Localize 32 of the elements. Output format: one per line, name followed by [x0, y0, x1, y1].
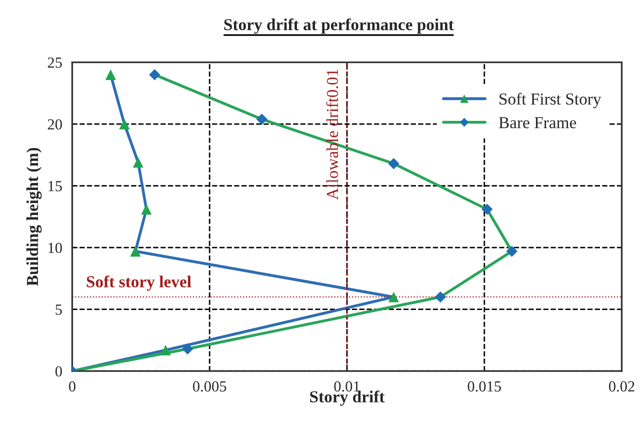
point [388, 158, 400, 170]
point [182, 343, 194, 354]
ref-line-label: Soft story level [86, 275, 192, 291]
point [105, 69, 116, 80]
x-tick-label: 0 [68, 381, 76, 392]
x-axis-title: Story drift [310, 390, 385, 406]
y-axis-title: Building height (m) [26, 148, 42, 286]
x-tick-label: 0.005 [192, 381, 226, 392]
point [160, 344, 171, 356]
point [388, 292, 399, 302]
legend-label: Bare Frame [498, 117, 576, 128]
point [149, 69, 160, 80]
point [141, 204, 152, 215]
y-tick-label: 0 [55, 366, 62, 377]
point [506, 246, 518, 257]
point [119, 118, 130, 130]
y-tick-label: 25 [48, 58, 62, 68]
point [132, 157, 144, 168]
chart-title: Story drift at performance point [224, 18, 454, 34]
y-tick-label: 15 [48, 181, 62, 192]
y-tick-label: 10 [48, 242, 62, 254]
y-tick-label: 5 [56, 304, 62, 315]
x-tick-label: 0.015 [468, 381, 501, 392]
x-tick-label: 0.01 [334, 381, 360, 392]
ref-line-label: Allowable drift0.01 [326, 70, 338, 200]
point [256, 114, 268, 125]
point [434, 291, 446, 303]
x-tick-label: 0.02 [608, 381, 634, 392]
legend-label: Soft First Story [500, 92, 602, 108]
point [482, 204, 493, 215]
y-tick-label: 20 [48, 119, 62, 130]
point [130, 246, 141, 257]
